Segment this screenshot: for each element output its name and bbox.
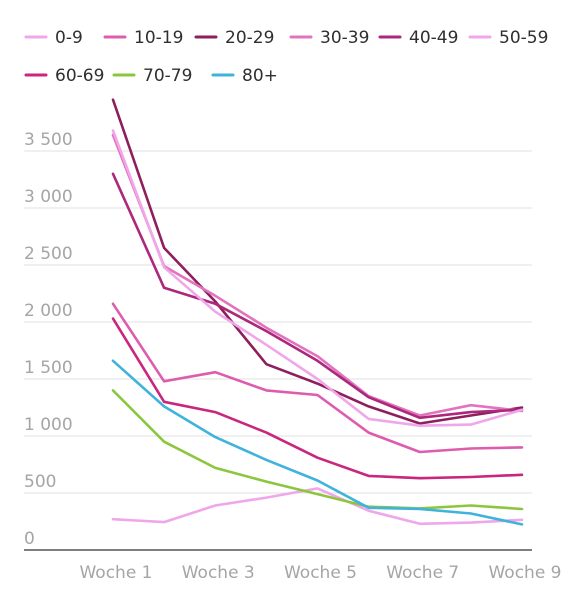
legend-item-40-49: 40-49 <box>378 28 458 48</box>
y-tick-label: 500 <box>24 472 56 492</box>
legend-label: 10-19 <box>134 28 183 48</box>
x-tick-label: Woche 5 <box>284 563 357 583</box>
legend-item-0-9: 0-9 <box>24 28 83 48</box>
y-axis-ticks: 0 500 1 000 1 500 2 000 2 500 3 000 3 500 <box>24 130 73 549</box>
y-tick-label: 2 500 <box>24 244 73 264</box>
legend-label: 20-29 <box>225 28 274 48</box>
x-tick-label: Woche 7 <box>386 563 459 583</box>
series-lines <box>111 98 524 526</box>
series-line-50-59 <box>111 129 524 428</box>
series-line-10-19 <box>111 302 524 454</box>
y-tick-label: 2 000 <box>24 301 73 321</box>
legend-label: 70-79 <box>143 66 192 86</box>
legend-label: 30-39 <box>320 28 369 48</box>
legend-item-80+: 80+ <box>211 66 278 86</box>
series-line-40-49 <box>111 172 524 420</box>
legend-label: 40-49 <box>409 28 458 48</box>
series-line-80+ <box>111 359 524 526</box>
grid <box>24 150 532 494</box>
x-axis-ticks: Woche 1 Woche 3 Woche 5 Woche 7 Woche 9 <box>79 563 561 583</box>
y-tick-label: 3 000 <box>24 187 73 207</box>
legend-item-70-79: 70-79 <box>112 66 192 86</box>
legend-item-50-59: 50-59 <box>468 28 548 48</box>
y-tick-label: 1 500 <box>24 358 73 378</box>
legend-label: 60-69 <box>55 66 104 86</box>
x-tick-label: Woche 9 <box>488 563 561 583</box>
x-tick-label: Woche 3 <box>182 563 255 583</box>
series-line-60-69 <box>111 317 524 480</box>
legend-item-30-39: 30-39 <box>289 28 369 48</box>
y-tick-label: 3 500 <box>24 130 73 150</box>
x-tick-label: Woche 1 <box>79 563 152 583</box>
y-tick-label: 1 000 <box>24 415 73 435</box>
legend-item-60-69: 60-69 <box>24 66 104 86</box>
legend-label: 50-59 <box>499 28 548 48</box>
legend-item-20-29: 20-29 <box>194 28 274 48</box>
series-line-70-79 <box>111 389 524 511</box>
series-line-20-29 <box>111 98 524 425</box>
y-tick-label: 0 <box>24 529 35 549</box>
legend: 0-9 10-19 20-29 30-39 40-49 50-59 60-69 70-79 80… <box>24 28 548 86</box>
series-line-30-39 <box>111 133 524 417</box>
legend-item-10-19: 10-19 <box>103 28 183 48</box>
legend-label: 0-9 <box>55 28 83 48</box>
series-line-0-9 <box>111 487 524 526</box>
legend-label: 80+ <box>242 66 278 86</box>
